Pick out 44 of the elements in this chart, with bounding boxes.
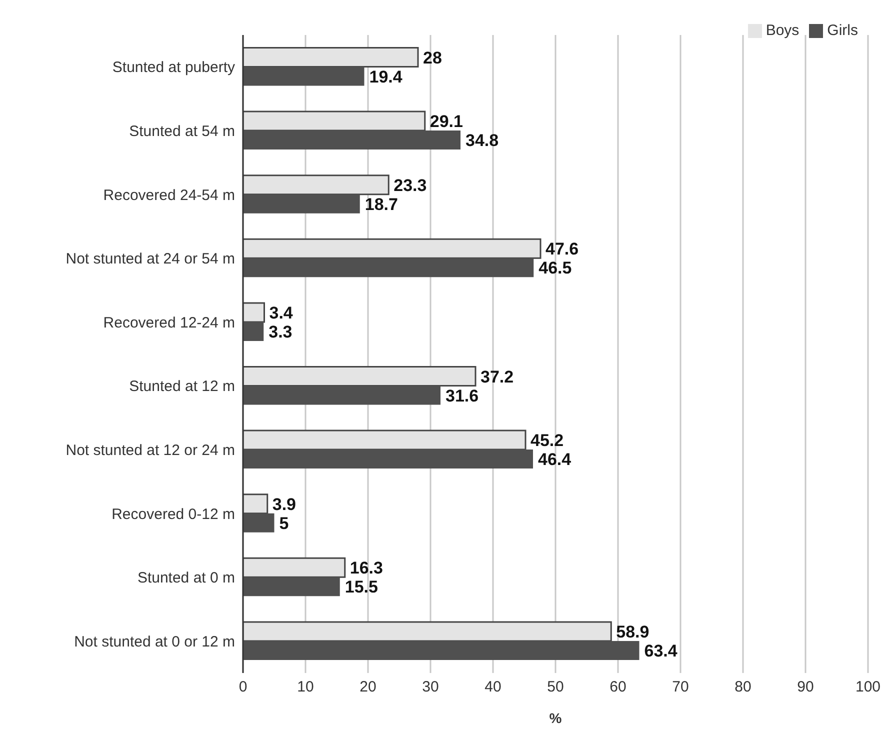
x-tick-label: 60: [610, 678, 626, 696]
x-axis-title: %: [549, 710, 562, 726]
y-tick-label: Stunted at 12 m: [129, 378, 235, 396]
data-label: 46.4: [538, 450, 572, 470]
y-tick-label: Not stunted at 24 or 54 m: [66, 250, 235, 268]
data-label: 45.2: [530, 431, 564, 450]
data-label: 29.1: [430, 112, 463, 132]
data-label: 63.4: [644, 641, 678, 660]
data-label: 46.5: [538, 258, 572, 278]
x-tick-label: 20: [360, 678, 376, 696]
x-tick-label: 70: [672, 678, 689, 696]
x-tick-label: 50: [547, 678, 564, 696]
data-label: 3.9: [272, 494, 296, 514]
x-tick-label: 90: [797, 678, 814, 696]
data-label: 58.9: [616, 622, 650, 642]
data-label: 31.6: [446, 386, 479, 406]
x-tick-label: 40: [484, 678, 502, 696]
legend-label: Boys: [766, 22, 800, 39]
data-label: 37.2: [480, 367, 514, 386]
y-tick-label: Recovered 24-54 m: [103, 186, 235, 204]
y-tick-label: Not stunted at 0 or 12 m: [74, 633, 235, 650]
data-label: 23.3: [394, 176, 427, 195]
x-tick-label: 100: [855, 678, 881, 696]
y-tick-label: Recovered 0-12 m: [112, 506, 235, 523]
data-label: 3.4: [269, 303, 294, 322]
y-tick-label: Recovered 12-24 m: [103, 314, 235, 332]
data-label: 19.4: [369, 67, 403, 86]
y-tick-label: Stunted at 0 m: [137, 570, 235, 587]
data-label: 18.7: [364, 194, 398, 214]
data-label: 16.3: [350, 558, 383, 578]
x-tick-label: 10: [297, 678, 314, 696]
x-tick-label: 80: [734, 678, 752, 696]
legend-label: Girls: [827, 22, 858, 39]
data-label: 3.3: [268, 322, 292, 342]
data-label: 5: [279, 514, 289, 533]
data-label: 28: [423, 48, 442, 68]
y-tick-label: Stunted at 54 m: [129, 123, 235, 140]
x-tick-label: 0: [238, 678, 248, 696]
data-label: 15.5: [344, 578, 378, 597]
y-tick-label: Stunted at puberty: [112, 59, 236, 76]
x-tick-label: 30: [422, 678, 439, 696]
data-label: 34.8: [466, 131, 499, 150]
data-label: 47.6: [546, 240, 579, 259]
y-tick-label: Not stunted at 12 or 24 m: [66, 442, 235, 460]
